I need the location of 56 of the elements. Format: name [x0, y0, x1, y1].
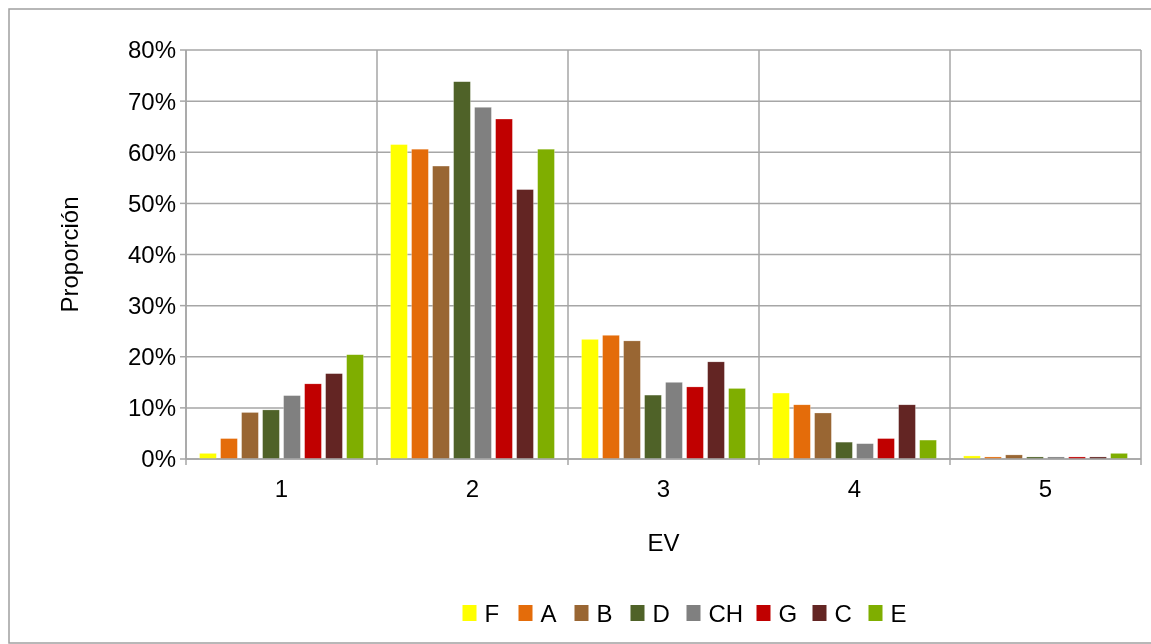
- x-tick-label: 3: [656, 475, 671, 502]
- bar: [772, 392, 790, 460]
- bar: [919, 439, 937, 460]
- bar: [644, 394, 662, 460]
- bar: [793, 404, 811, 460]
- bar: [346, 354, 364, 460]
- legend-label: E: [890, 600, 907, 628]
- bar: [707, 361, 725, 460]
- bar: [262, 409, 280, 460]
- bar: [495, 118, 513, 460]
- bar: [856, 443, 874, 460]
- bar: [390, 144, 408, 460]
- bar: [686, 386, 704, 460]
- bar: [453, 81, 471, 460]
- x-axis-title: EV: [647, 529, 680, 556]
- legend-label: D: [652, 600, 670, 628]
- y-tick-label: 0%: [141, 445, 176, 473]
- y-tick-label: 50%: [127, 189, 176, 217]
- legend-label: C: [834, 600, 852, 628]
- y-tick-label: 80%: [127, 36, 176, 64]
- legend-label: CH: [708, 600, 744, 628]
- bar: [474, 107, 492, 460]
- bar: [898, 404, 916, 460]
- bar: [411, 148, 429, 460]
- legend-label: G: [778, 600, 798, 628]
- y-tick-label: 70%: [127, 87, 176, 115]
- y-tick-label: 20%: [127, 343, 176, 371]
- legend-label: F: [484, 600, 500, 628]
- bar: [241, 412, 259, 460]
- y-axis-title: Proporción: [56, 196, 83, 313]
- bar: [432, 165, 450, 460]
- bar: [728, 388, 746, 460]
- y-tick-label: 60%: [127, 138, 176, 166]
- legend-label: A: [540, 600, 557, 628]
- bar: [602, 335, 620, 460]
- bar: [835, 441, 853, 460]
- bar: [516, 189, 534, 460]
- y-tick-label: 30%: [127, 292, 176, 320]
- bar: [665, 382, 683, 460]
- bar: [283, 395, 301, 460]
- x-tick-label: 2: [465, 475, 480, 502]
- x-tick-label: 1: [274, 475, 289, 502]
- bar: [537, 148, 555, 460]
- x-tick-label: 5: [1038, 475, 1053, 502]
- bar: [325, 373, 343, 460]
- bar: [623, 340, 641, 460]
- legend-label: B: [596, 600, 613, 628]
- bar: [814, 412, 832, 460]
- x-tick-label: 4: [847, 475, 862, 502]
- y-tick-label: 10%: [127, 394, 176, 422]
- bar: [877, 438, 895, 460]
- y-tick-label: 40%: [127, 240, 176, 268]
- bar: [220, 438, 238, 460]
- bar: [1005, 454, 1023, 460]
- bar: [581, 339, 599, 460]
- bar: [304, 383, 322, 460]
